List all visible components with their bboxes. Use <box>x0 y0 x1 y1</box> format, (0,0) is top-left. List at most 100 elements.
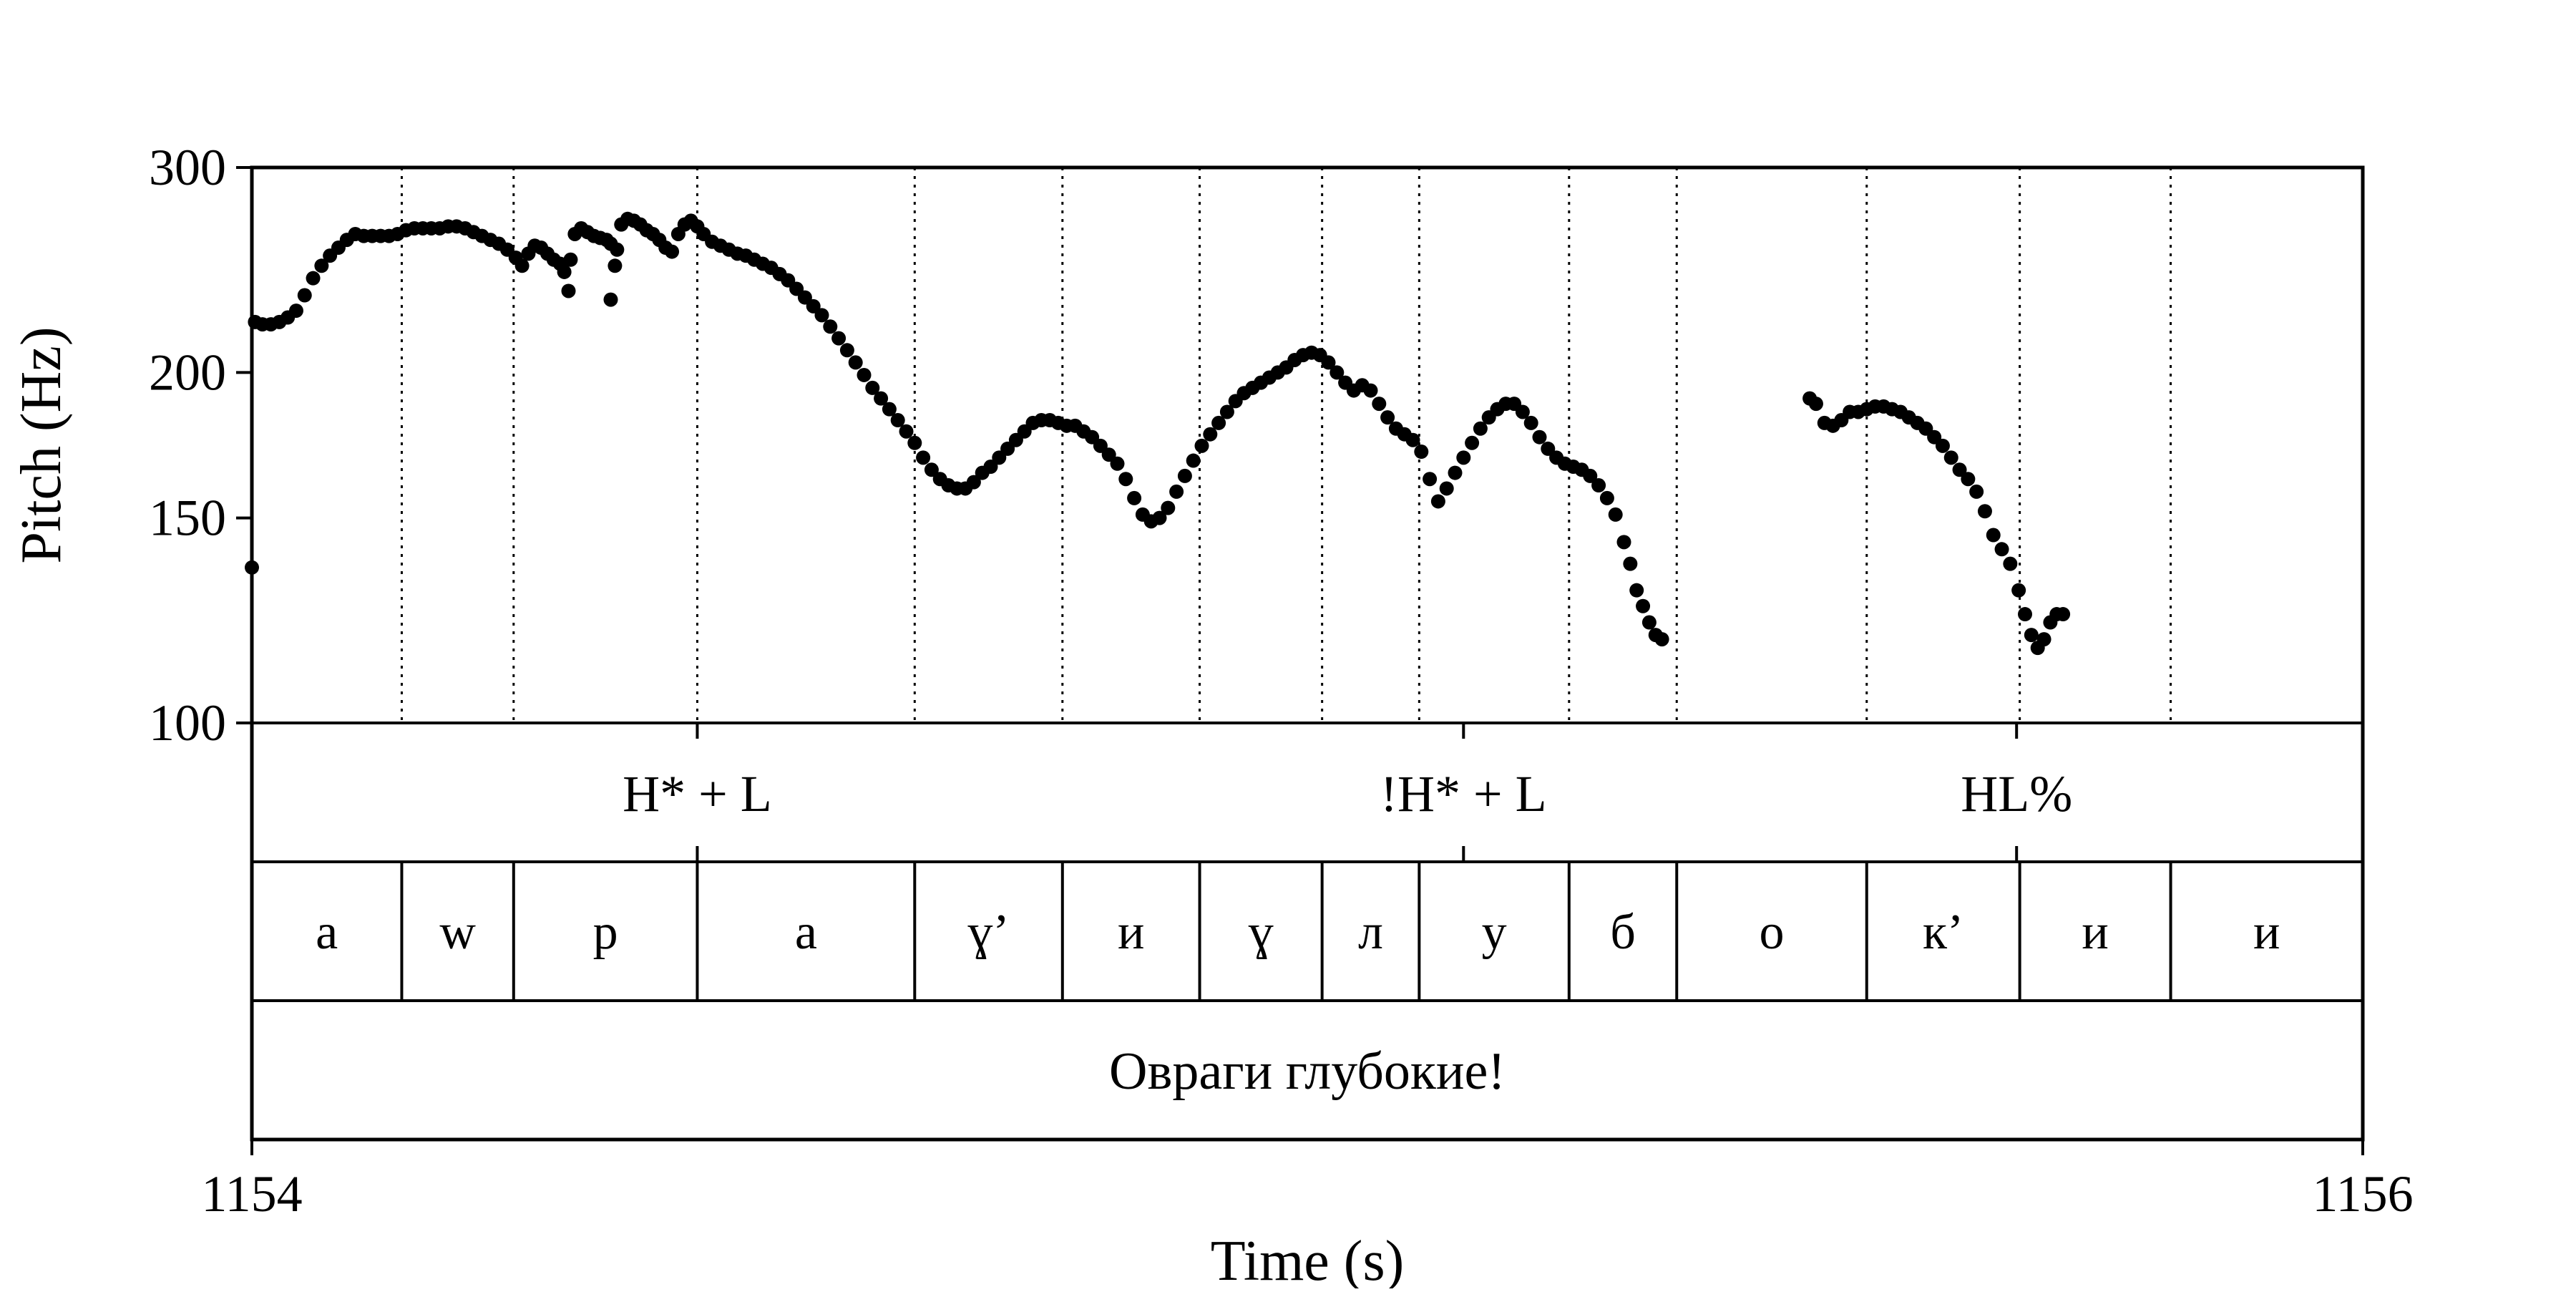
pitch-point <box>848 355 863 370</box>
pitch-point <box>966 475 981 490</box>
pitch-point <box>924 462 939 477</box>
segment-label: а <box>316 905 338 960</box>
pitch-point <box>865 380 880 395</box>
pitch-point <box>665 244 680 259</box>
pitch-point <box>2018 607 2032 622</box>
segment-label: б <box>1610 905 1636 960</box>
pitch-point <box>1641 615 1657 630</box>
pitch-point <box>1186 453 1201 468</box>
pitch-point <box>1380 410 1395 425</box>
segment-label: и <box>2253 905 2280 960</box>
pitch-point <box>907 435 922 450</box>
pitch-point <box>899 424 914 439</box>
segment-label: л <box>1358 905 1383 960</box>
pitch-point <box>983 460 998 475</box>
pitch-point <box>1405 432 1420 447</box>
pitch-point <box>806 298 821 314</box>
pitch-point <box>1430 494 1445 509</box>
pitch-point <box>1608 507 1623 522</box>
pitch-point <box>1654 632 1669 647</box>
pitch-point <box>2024 628 2039 643</box>
pitch-point <box>514 258 530 273</box>
pitch-point <box>1110 456 1125 471</box>
pitch-point <box>1961 472 1976 487</box>
pitch-point <box>1169 484 1184 499</box>
pitch-point <box>2056 607 2071 622</box>
pitch-point <box>610 242 625 257</box>
pitch-point <box>890 413 905 428</box>
pitch-point <box>314 258 329 273</box>
pitch-point <box>1636 598 1651 613</box>
pitch-point <box>1194 438 1209 453</box>
y-tick-label: 300 <box>149 139 226 196</box>
pitch-point <box>1152 510 1167 525</box>
pitch-point <box>1363 383 1378 398</box>
pitch-point <box>1101 447 1116 462</box>
pitch-point <box>1541 441 1556 456</box>
pitch-point <box>1523 415 1538 430</box>
pitch-point <box>1456 450 1471 465</box>
pitch-point <box>916 450 931 465</box>
y-tick-label: 200 <box>149 344 226 401</box>
pitch-point <box>839 343 854 358</box>
segment-label: ɣ’ <box>967 905 1009 960</box>
segment-label: а <box>795 905 817 960</box>
pitch-point <box>1599 490 1614 505</box>
y-tick-label: 150 <box>149 490 226 547</box>
pitch-point <box>1372 397 1387 412</box>
pitch-point <box>1952 462 1967 477</box>
pitch-point <box>1465 435 1480 450</box>
y-axis-title: Pitch (Hz) <box>10 326 73 563</box>
pitch-point <box>1969 484 1984 499</box>
tone-label: !H* + L <box>1380 765 1547 822</box>
pitch-point <box>1423 472 1438 487</box>
segment-label: к’ <box>1923 905 1963 960</box>
pitch-point <box>1994 542 2009 557</box>
pitch-point <box>1616 535 1631 550</box>
pitch-point <box>823 319 838 334</box>
pitch-point <box>814 308 829 323</box>
x-tick-label: 1156 <box>2312 1165 2413 1223</box>
pitch-point <box>1161 500 1176 515</box>
segment-label: ɣ <box>1249 905 1274 960</box>
segment-label: w <box>439 905 476 960</box>
pitch-point <box>1532 429 1547 445</box>
pitch-point <box>1591 478 1606 493</box>
pitch-point <box>1583 468 1598 483</box>
plot-frame <box>250 165 2365 1142</box>
pitch-point <box>557 264 572 279</box>
pitch-point <box>2003 556 2018 571</box>
pitch-point <box>1203 427 1218 442</box>
segment-label: и <box>2082 905 2108 960</box>
pitch-point <box>1629 583 1644 598</box>
pitch-point <box>831 331 847 346</box>
pitch-point <box>1321 355 1336 370</box>
pitch-point <box>874 391 889 406</box>
pitch-point <box>1935 438 1950 453</box>
pitch-point <box>1211 415 1226 430</box>
annotation-tiers: H* + L !H* + L HL% а w р а ɣ’ и ɣ л у б о к’ и и Овраги г… <box>316 723 2280 1101</box>
tone-label: H* + L <box>623 765 772 822</box>
pitch-point <box>1219 404 1234 419</box>
segment-label: о <box>1760 905 1785 960</box>
pitch-point <box>1439 481 1454 496</box>
pitch-point <box>1330 365 1345 380</box>
pitch-point <box>1473 421 1488 436</box>
pitch-point <box>1093 438 1108 453</box>
pitch-point <box>306 271 321 286</box>
segment-label: у <box>1482 905 1507 960</box>
pitch-point <box>1448 465 1463 480</box>
sentence-label: Овраги глубокие! <box>1109 1042 1506 1101</box>
pitch-point <box>1177 468 1192 483</box>
pitch-point <box>297 288 312 303</box>
pitch-point <box>1515 404 1530 419</box>
pitch-point <box>1414 445 1429 460</box>
x-tick-label: 1154 <box>201 1165 302 1223</box>
pitch-point <box>561 283 576 298</box>
pitch-point <box>2036 632 2051 647</box>
pitch-point <box>288 303 303 319</box>
pitch-point <box>603 292 618 307</box>
pitch-point <box>563 252 578 267</box>
